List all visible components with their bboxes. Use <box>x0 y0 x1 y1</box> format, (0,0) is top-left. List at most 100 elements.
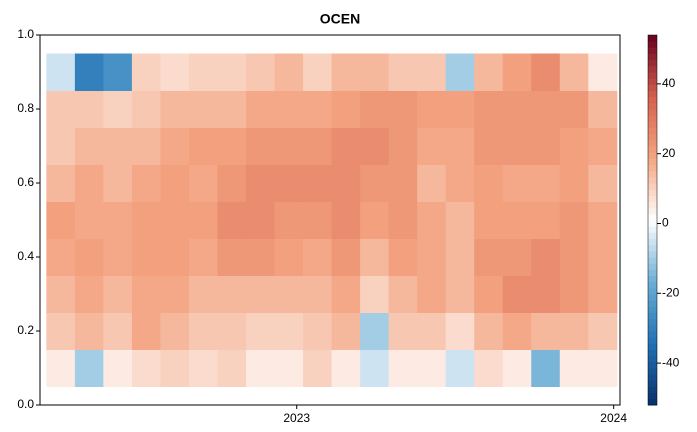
heat-cell <box>217 349 247 387</box>
heat-cell <box>360 238 390 276</box>
heat-cell <box>131 90 161 128</box>
heat-cell <box>445 201 475 239</box>
heat-cell <box>559 238 589 276</box>
heat-cell <box>502 349 532 387</box>
heat-cell <box>559 164 589 202</box>
heat-cell <box>274 127 304 165</box>
heat-cell <box>303 90 333 128</box>
heat-cell <box>417 90 447 128</box>
colorbar-band <box>648 368 657 375</box>
heat-cell <box>331 201 361 239</box>
colorbar-band <box>648 281 657 289</box>
heat-cell <box>303 349 333 387</box>
heat-cell <box>474 164 504 202</box>
colorbar-band <box>648 257 657 264</box>
heat-cell <box>588 201 618 239</box>
colorbar-band <box>648 158 657 165</box>
heat-cell <box>103 238 133 276</box>
heat-cell <box>474 275 504 313</box>
colorbar-band <box>648 65 657 73</box>
colorbar-band <box>648 337 657 344</box>
colorbar-band <box>648 244 657 252</box>
heat-cell <box>588 275 618 313</box>
heat-cell <box>131 53 161 91</box>
colorbar-band <box>648 72 657 79</box>
heat-cell <box>303 127 333 165</box>
heat-cell <box>388 349 418 387</box>
heat-cell <box>445 238 475 276</box>
plot-frame <box>39 34 621 406</box>
heat-cell <box>474 127 504 165</box>
heat-cell <box>160 164 190 202</box>
heat-cell <box>388 90 418 128</box>
heat-cell <box>46 275 76 313</box>
heat-cell <box>246 164 276 202</box>
heat-cell <box>360 312 390 350</box>
heat-cell <box>588 349 618 387</box>
heat-cell <box>188 53 218 91</box>
colorbar-band <box>648 207 657 215</box>
heat-cell <box>531 238 561 276</box>
heat-cell <box>588 90 618 128</box>
heat-cell <box>246 127 276 165</box>
heat-cell <box>217 201 247 239</box>
heat-cell <box>103 127 133 165</box>
colorbar-band <box>648 90 657 98</box>
heat-cell <box>303 53 333 91</box>
heat-cell <box>559 127 589 165</box>
heat-cell <box>502 90 532 128</box>
colorbar-band <box>648 380 657 387</box>
heat-cell <box>103 349 133 387</box>
heat-cell <box>274 164 304 202</box>
heat-cell <box>417 164 447 202</box>
heat-cell <box>46 164 76 202</box>
heat-cell <box>588 312 618 350</box>
heat-cell <box>160 53 190 91</box>
heat-cell <box>417 349 447 387</box>
heat-cell <box>246 238 276 276</box>
heat-cell <box>331 238 361 276</box>
heat-cell <box>502 238 532 276</box>
heat-cell <box>331 53 361 91</box>
heat-cell <box>303 275 333 313</box>
colorbar-band <box>648 374 657 381</box>
heat-cell <box>417 201 447 239</box>
heat-cell <box>74 275 104 313</box>
heat-cell <box>388 312 418 350</box>
heat-cell <box>388 201 418 239</box>
heat-cell <box>160 349 190 387</box>
heat-cell <box>388 164 418 202</box>
colorbar-band <box>648 355 657 363</box>
heat-cell <box>388 275 418 313</box>
heat-cell <box>474 312 504 350</box>
colorbar-band <box>648 127 657 135</box>
heat-cell <box>217 127 247 165</box>
colorbar-band <box>648 53 657 61</box>
colorbar-band <box>648 312 657 320</box>
heat-cell <box>274 90 304 128</box>
colorbar-band <box>648 96 657 104</box>
heat-cell <box>246 53 276 91</box>
heat-cell <box>531 53 561 91</box>
colorbar-band <box>648 176 657 184</box>
y-tick-label: 1.0 <box>17 27 34 41</box>
heat-cell <box>188 90 218 128</box>
y-tick-label: 0.4 <box>17 249 34 263</box>
heat-cell <box>188 127 218 165</box>
heat-cell <box>360 127 390 165</box>
heat-cell <box>217 275 247 313</box>
colorbar-band <box>648 201 657 209</box>
colorbar-band <box>648 263 657 270</box>
heat-cell <box>474 90 504 128</box>
colorbar-band <box>648 195 657 202</box>
heat-cell <box>360 90 390 128</box>
heat-cell <box>559 53 589 91</box>
heat-cell <box>331 90 361 128</box>
heat-cell <box>46 53 76 91</box>
heat-cell <box>445 164 475 202</box>
colorbar-band <box>648 152 657 159</box>
colorbar-frame <box>647 34 658 406</box>
heat-cell <box>188 201 218 239</box>
